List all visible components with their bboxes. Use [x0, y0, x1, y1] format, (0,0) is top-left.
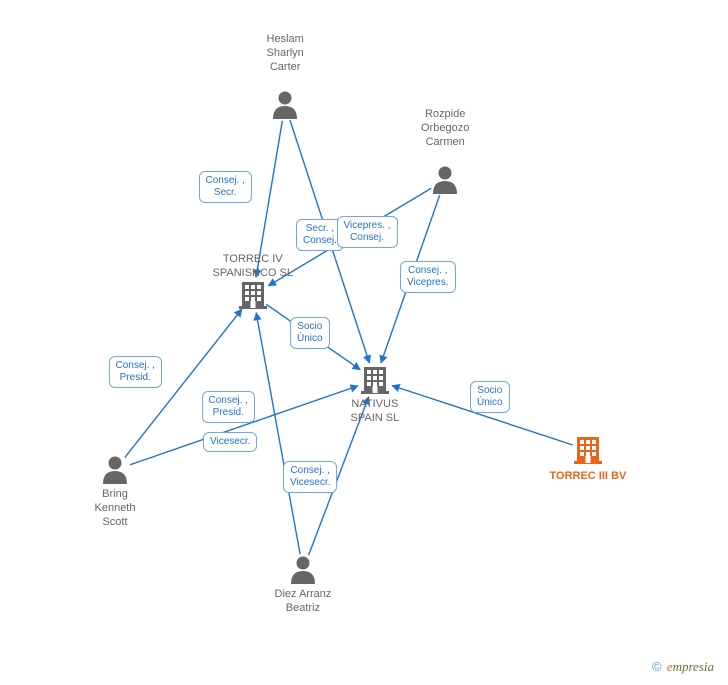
node-label: Diez Arranz Beatriz	[275, 588, 332, 616]
company-icon	[574, 437, 602, 464]
node-label: Rozpide Orbegozo Carmen	[421, 108, 469, 149]
edge-label: Socio Único	[470, 381, 510, 413]
node-label: TORREC IV SPANISHCO SL	[213, 253, 294, 281]
person-icon	[103, 457, 127, 485]
edge-label: Consej. , Presid.	[109, 356, 162, 388]
edge-line	[256, 313, 300, 555]
node-label: Heslam Sharlyn Carter	[267, 33, 304, 74]
diagram-svg	[0, 0, 728, 685]
brand-rest: mpresia	[673, 659, 714, 674]
edge-label: Consej. , Presid.	[202, 391, 255, 423]
company-icon	[239, 282, 267, 309]
footer-brand: © empresia	[652, 659, 714, 675]
copyright-symbol: ©	[652, 659, 662, 674]
node-label: Bring Kenneth Scott	[95, 488, 136, 529]
edge-label: Consej. , Vicesecr.	[283, 461, 337, 493]
edge-label: Consej. , Vicepres.	[400, 261, 456, 293]
node-label: TORREC III BV	[550, 470, 627, 484]
edge-label: Socio Único	[290, 317, 330, 349]
edge-label: Vicepres. , Consej.	[337, 216, 398, 248]
person-icon	[291, 557, 315, 585]
edge-label: Consej. , Secr.	[199, 171, 252, 203]
company-icon	[361, 367, 389, 394]
person-icon	[433, 167, 457, 195]
edge-label: Vicesecr.	[203, 432, 257, 452]
person-icon	[273, 92, 297, 120]
node-label: NATIVUS SPAIN SL	[351, 398, 400, 426]
